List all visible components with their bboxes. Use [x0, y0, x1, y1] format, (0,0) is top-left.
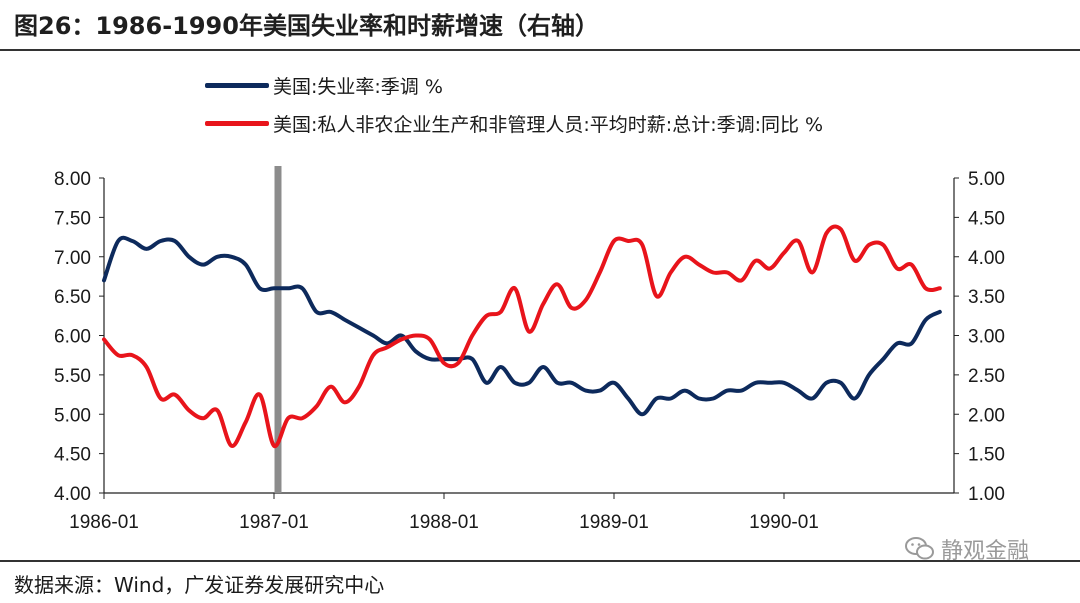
- footer-divider: [0, 560, 1080, 562]
- y-tick-label-left: 7.50: [54, 208, 91, 229]
- title-divider: [0, 49, 1080, 51]
- legend-label-unemployment: 美国:失业率:季调 %: [273, 75, 443, 98]
- y-tick-label-right: 4.50: [968, 208, 1005, 229]
- x-tick-label: 1989-01: [579, 512, 649, 533]
- watermark: 静观金融: [905, 533, 1029, 565]
- y-tick-label-left: 6.00: [54, 327, 91, 348]
- legend: 美国:失业率:季调 % 美国:私人非农企业生产和非管理人员:平均时薪:总计:季调…: [205, 66, 823, 142]
- legend-item-wage: 美国:私人非农企业生产和非管理人员:平均时薪:总计:季调:同比 %: [205, 104, 823, 142]
- y-tick-label-left: 7.00: [54, 248, 91, 269]
- legend-swatch-unemployment: [205, 82, 269, 88]
- x-tick-label: 1986-01: [69, 512, 139, 533]
- y-tick-label-right: 4.00: [968, 248, 1005, 269]
- y-tick-label-right: 1.50: [968, 445, 1005, 466]
- x-tick-label: 1990-01: [749, 512, 819, 533]
- y-tick-label-left: 5.00: [54, 405, 91, 426]
- y-tick-label-right: 1.00: [968, 484, 1005, 505]
- x-tick-label: 1988-01: [409, 512, 479, 533]
- y-tick-label-left: 4.00: [54, 484, 91, 505]
- unemployment-line: [102, 235, 942, 417]
- watermark-label: 静观金融: [941, 539, 1030, 564]
- y-tick-label-left: 4.50: [54, 445, 91, 466]
- page-title: 图26：1986-1990年美国失业率和时薪增速（右轴）: [14, 12, 599, 40]
- y-tick-label-right: 3.50: [968, 287, 1005, 308]
- y-tick-label-left: 6.50: [54, 287, 91, 308]
- wage-growth-line: [102, 224, 942, 448]
- legend-item-unemployment: 美国:失业率:季调 %: [205, 66, 823, 104]
- source-note: 数据来源：Wind，广发证券发展研究中心: [14, 573, 385, 597]
- legend-swatch-wage: [205, 120, 269, 126]
- y-tick-label-left: 8.00: [54, 169, 91, 190]
- x-tick-label: 1987-01: [239, 512, 309, 533]
- y-tick-label-right: 2.50: [968, 366, 1005, 387]
- legend-label-wage: 美国:私人非农企业生产和非管理人员:平均时薪:总计:季调:同比 %: [273, 113, 824, 136]
- y-tick-label-left: 5.50: [54, 366, 91, 387]
- wechat-icon: [905, 537, 934, 560]
- y-tick-label-right: 2.00: [968, 405, 1005, 426]
- y-tick-label-right: 3.00: [968, 327, 1005, 348]
- y-tick-label-right: 5.00: [968, 169, 1005, 190]
- line-chart: 8.00 7.50 7.00 6.50 6.00 5.50 5.00 4.50 4.00 5.00…: [54, 166, 1005, 533]
